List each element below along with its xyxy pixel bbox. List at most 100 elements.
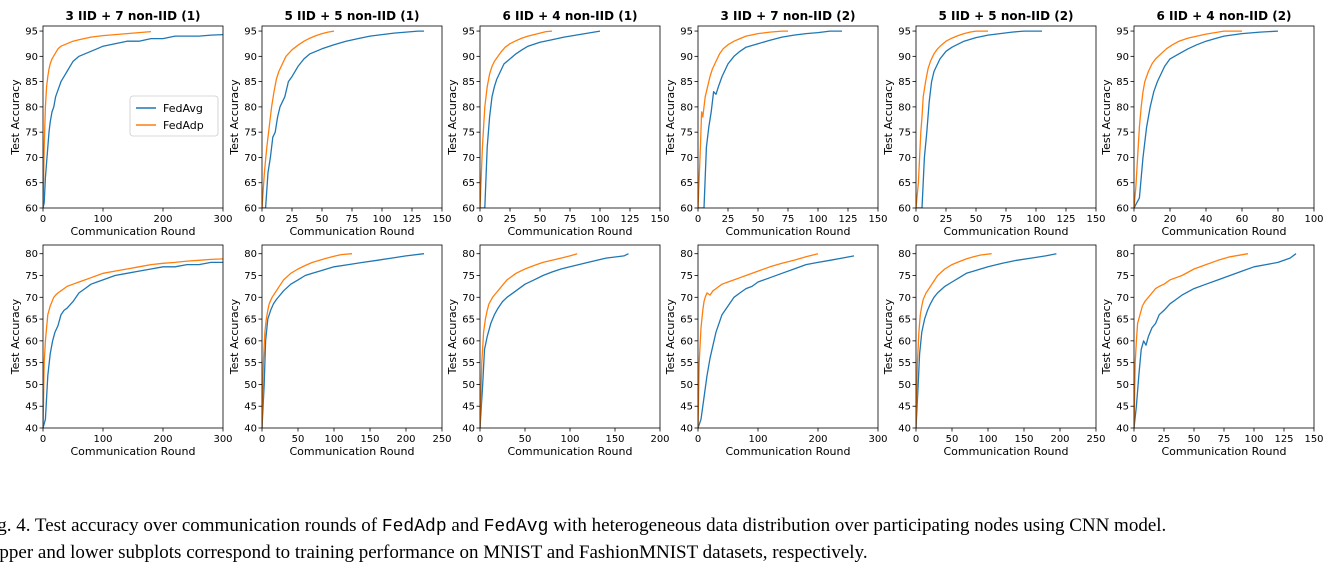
subplot-title: 6 IID + 4 non-IID (1) <box>502 9 637 23</box>
x-tick-label: 200 <box>808 434 827 445</box>
y-tick-label: 85 <box>25 77 38 88</box>
x-tick-label: 75 <box>564 214 577 225</box>
x-tick-label: 0 <box>40 434 46 445</box>
series-fedavg <box>1134 253 1297 428</box>
y-tick-label: 75 <box>898 271 911 282</box>
caption-fedadp: FedAdp <box>381 517 447 537</box>
y-tick-label: 40 <box>1116 424 1129 435</box>
x-tick-label: 60 <box>1236 214 1249 225</box>
x-tick-label: 200 <box>650 434 669 445</box>
y-axis-label: Test Accuracy <box>664 298 677 375</box>
caption-text-1a: ig. 4. Test accuracy over communication … <box>0 515 382 536</box>
x-tick-label: 50 <box>292 434 305 445</box>
y-tick-label: 45 <box>898 402 911 413</box>
x-tick-label: 100 <box>1244 434 1263 445</box>
series-fedavg <box>43 33 223 208</box>
figure: 0 100 200 3006065707580859095Communication … <box>9 9 1324 458</box>
x-tick-label: 50 <box>534 214 547 225</box>
axes-frame <box>479 244 661 429</box>
x-tick-label: 25 <box>722 214 735 225</box>
y-tick-label: 65 <box>898 178 911 189</box>
series-fedadp <box>1134 30 1242 208</box>
y-tick-label: 55 <box>462 358 475 369</box>
y-tick-label: 50 <box>462 380 475 391</box>
y-tick-label: 65 <box>462 315 475 326</box>
x-tick-label: 0 <box>259 214 265 225</box>
y-tick-label: 85 <box>680 77 693 88</box>
caption-text-1c: with heterogeneous data distribution ove… <box>548 515 1167 536</box>
axes-frame <box>42 244 224 429</box>
y-tick-label: 70 <box>244 153 257 164</box>
y-tick-label: 70 <box>898 293 911 304</box>
x-tick-label: 25 <box>286 214 299 225</box>
y-tick-label: 40 <box>244 424 257 435</box>
y-tick-label: 70 <box>462 293 475 304</box>
y-tick-label: 65 <box>462 178 475 189</box>
y-axis-label: Test Accuracy <box>228 298 241 375</box>
y-tick-label: 75 <box>898 128 911 139</box>
x-axis-label: Communication Round <box>507 225 632 238</box>
axes-frame <box>697 25 879 209</box>
y-tick-label: 40 <box>25 424 38 435</box>
y-tick-label: 60 <box>898 204 911 215</box>
series-fedavg <box>698 255 855 428</box>
subplot-10: 0 100 200 300 40 45 50 55 60 65 70 75 80 Communicatio… <box>664 244 888 458</box>
y-axis-label: Test Accuracy <box>1100 79 1113 156</box>
x-tick-label: 75 <box>782 214 795 225</box>
y-tick-label: 70 <box>25 153 38 164</box>
subplot-11: 0 50 100 150 200 250 40 45 50 55 60 65 70 75 80 Communi… <box>882 244 1106 458</box>
x-tick-label: 0 <box>695 434 701 445</box>
x-tick-label: 125 <box>620 214 639 225</box>
y-tick-label: 90 <box>25 52 38 63</box>
x-tick-label: 125 <box>1274 434 1293 445</box>
series-fedavg <box>916 30 1042 208</box>
x-axis-label: Communication Round <box>1161 445 1286 458</box>
y-tick-label: 60 <box>462 336 475 347</box>
series-fedavg <box>262 253 425 428</box>
x-tick-label: 75 <box>1218 434 1231 445</box>
series-fedavg <box>698 30 842 208</box>
x-tick-label: 50 <box>316 214 329 225</box>
y-tick-label: 50 <box>1116 380 1129 391</box>
x-tick-label: 125 <box>1056 214 1075 225</box>
x-axis-label: Communication Round <box>289 225 414 238</box>
x-tick-label: 0 <box>913 214 919 225</box>
y-tick-label: 60 <box>898 336 911 347</box>
x-tick-label: 40 <box>1200 214 1213 225</box>
x-tick-label: 25 <box>940 214 953 225</box>
series-fedadp <box>698 30 788 208</box>
y-tick-label: 80 <box>898 249 911 260</box>
x-tick-label: 80 <box>1272 214 1285 225</box>
figure-caption: ig. 4. Test accuracy over communication … <box>0 513 1332 565</box>
y-tick-label: 55 <box>1116 358 1129 369</box>
y-tick-label: 40 <box>680 424 693 435</box>
x-tick-label: 20 <box>1164 214 1177 225</box>
x-tick-label: 0 <box>259 434 265 445</box>
axes-frame <box>42 25 224 209</box>
x-tick-label: 100 <box>590 214 609 225</box>
x-axis-label: Communication Round <box>289 445 414 458</box>
x-tick-label: 150 <box>432 214 451 225</box>
y-tick-label: 95 <box>680 27 693 38</box>
y-tick-label: 70 <box>462 153 475 164</box>
y-tick-label: 45 <box>1116 402 1129 413</box>
x-tick-label: 200 <box>153 434 172 445</box>
x-tick-label: 100 <box>978 434 997 445</box>
x-tick-label: 300 <box>868 434 887 445</box>
y-tick-label: 85 <box>1116 77 1129 88</box>
series-fedadp <box>262 30 335 208</box>
caption-line-1: ig. 4. Test accuracy over communication … <box>0 513 1332 540</box>
legend: FedAvg FedAdp <box>129 95 219 137</box>
subplot-title: 3 IID + 7 non-IID (1) <box>65 9 200 23</box>
series-fedadp <box>1134 253 1249 428</box>
x-axis-label: Communication Round <box>70 445 195 458</box>
y-tick-label: 50 <box>680 380 693 391</box>
x-tick-label: 125 <box>838 214 857 225</box>
y-tick-label: 65 <box>25 178 38 189</box>
y-tick-label: 85 <box>898 77 911 88</box>
y-tick-label: 45 <box>462 402 475 413</box>
y-tick-label: 60 <box>244 204 257 215</box>
y-tick-label: 50 <box>244 380 257 391</box>
y-tick-label: 65 <box>680 315 693 326</box>
y-tick-label: 80 <box>1116 102 1129 113</box>
